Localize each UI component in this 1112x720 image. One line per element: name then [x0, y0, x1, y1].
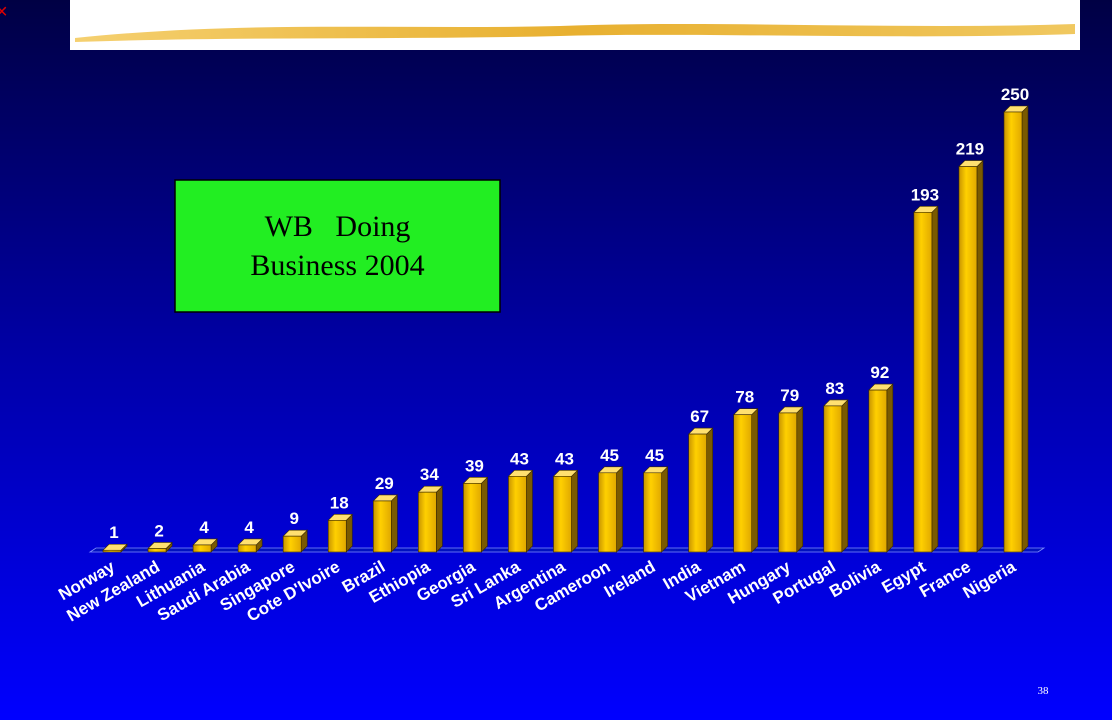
bar-side — [571, 469, 578, 553]
bar-side — [390, 494, 398, 553]
data-label: 18 — [330, 493, 349, 512]
bar — [643, 472, 662, 553]
data-label: 78 — [735, 388, 754, 407]
bar — [372, 500, 392, 553]
bar — [508, 476, 527, 553]
annotation-text: WB Doing Business 2004 — [250, 210, 425, 282]
data-label: 43 — [555, 449, 574, 468]
bar — [598, 472, 617, 553]
bar — [913, 212, 933, 553]
bar-side — [661, 466, 668, 553]
bar — [733, 414, 753, 553]
bar — [418, 491, 437, 553]
bar-side — [841, 399, 849, 553]
bar — [327, 520, 347, 553]
bar-side — [616, 466, 623, 553]
bar-side — [976, 159, 984, 553]
data-label: 43 — [510, 449, 529, 468]
data-label: 79 — [780, 386, 799, 405]
data-label: 193 — [911, 185, 939, 204]
bar — [237, 544, 257, 553]
data-label: 1 — [109, 523, 118, 542]
bar — [102, 549, 122, 553]
data-label: 67 — [690, 407, 709, 426]
bar — [958, 166, 978, 553]
bar — [192, 544, 212, 553]
bar-side — [526, 469, 533, 553]
data-label: 4 — [199, 518, 209, 537]
bar — [147, 548, 167, 553]
close-mark: × — [0, 1, 8, 23]
bar-side — [345, 513, 353, 553]
bar-side — [886, 383, 894, 553]
data-label: 9 — [289, 509, 298, 528]
data-label: 2 — [154, 521, 163, 540]
bar — [868, 389, 888, 553]
data-label: 219 — [956, 140, 984, 159]
data-label: 29 — [375, 474, 394, 493]
bar — [553, 476, 572, 553]
bar — [1003, 111, 1023, 553]
brush-stroke — [75, 24, 1075, 42]
slide-number: 38 — [1038, 685, 1050, 697]
data-label: 45 — [600, 446, 619, 465]
data-label: 92 — [870, 363, 889, 382]
bar-side — [481, 476, 488, 553]
bar — [823, 405, 843, 553]
annotation-container: WB Doing Business 2004 — [250, 210, 425, 282]
data-label: 34 — [420, 465, 439, 484]
header-band — [70, 0, 1080, 50]
bar — [282, 535, 302, 553]
data-label: 250 — [1001, 85, 1029, 104]
data-label: 39 — [465, 456, 484, 475]
bar — [778, 412, 798, 553]
bar-side — [1021, 105, 1029, 553]
bar — [463, 483, 482, 553]
bar-side — [706, 427, 713, 553]
data-label: 45 — [645, 446, 664, 465]
bar-side — [931, 205, 939, 553]
bar-side — [796, 406, 804, 553]
bar-side — [751, 407, 759, 553]
annotation-box — [174, 179, 501, 313]
data-label: 83 — [825, 379, 844, 398]
bar-side — [436, 485, 443, 553]
data-label: 4 — [244, 518, 254, 537]
bar — [688, 433, 707, 553]
